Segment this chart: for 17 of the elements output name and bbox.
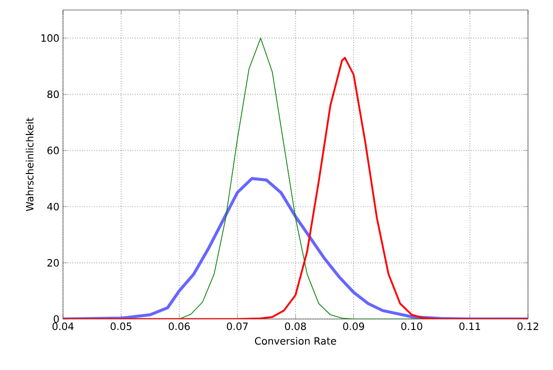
x-axis-title: Conversion Rate — [254, 336, 336, 345]
x-tick-label: 0.10 — [401, 322, 422, 330]
y-tick-label: 40 — [47, 202, 59, 210]
x-tick-label: 0.07 — [226, 322, 248, 330]
x-tick-label: 0.09 — [343, 322, 364, 330]
y-tick-label: 80 — [47, 90, 59, 98]
y-tick-label: 100 — [41, 34, 59, 42]
x-tick-label: 0.08 — [285, 322, 306, 330]
y-tick-label: 0 — [54, 315, 59, 323]
x-tick-label: 0.06 — [168, 322, 190, 330]
x-tick-label: 0.12 — [518, 322, 538, 330]
x-tick-label: 0.05 — [110, 322, 132, 330]
x-tick-label: 0.04 — [52, 322, 74, 330]
y-tick-label: 60 — [47, 146, 59, 154]
y-tick-label: 20 — [47, 259, 59, 267]
y-axis-title: Wahrscheinlichkeit — [26, 118, 34, 212]
x-tick-label: 0.11 — [459, 322, 480, 330]
